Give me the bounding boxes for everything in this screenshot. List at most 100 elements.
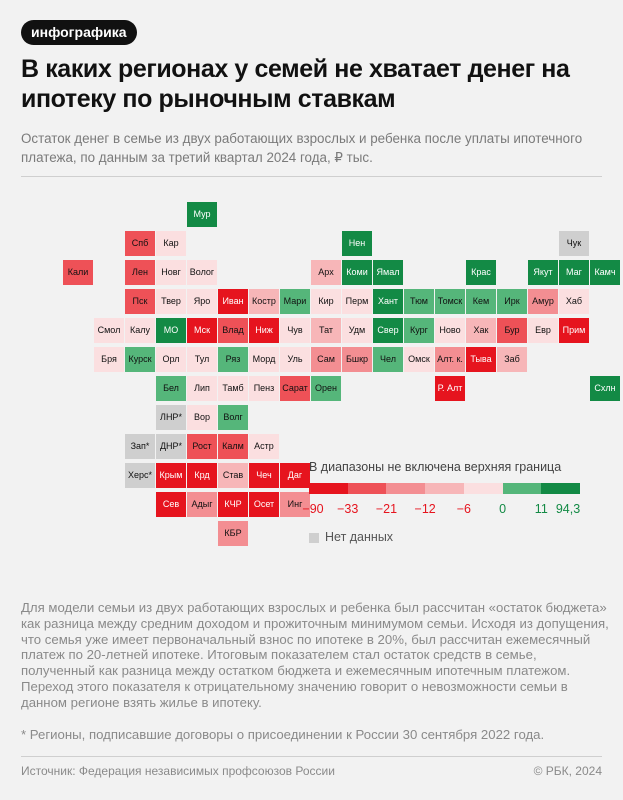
region-tile-map: Мур Спб Кар Нен Чук Кали Лен Новг Волог Арх Коми Ям… <box>63 202 620 546</box>
region-tile: Мари <box>280 289 310 314</box>
region-tile: Бел <box>156 376 186 401</box>
region-tile: Чеч <box>249 463 279 488</box>
region-tile: Хак <box>466 318 496 343</box>
region-tile: Тат <box>311 318 341 343</box>
footnote: * Регионы, подписавшие договоры о присое… <box>21 727 545 742</box>
region-tile: Кар <box>156 231 186 256</box>
legend-swatch <box>386 483 426 494</box>
bottom-divider <box>21 756 602 757</box>
region-tile: Кир <box>311 289 341 314</box>
region-tile: Крас <box>466 260 496 285</box>
region-tile: Став <box>218 463 248 488</box>
source-text: Источник: Федерация независимых профсоюз… <box>21 764 335 778</box>
region-tile: ДНР* <box>156 434 186 459</box>
region-tile: Хант <box>373 289 403 314</box>
region-tile: Нен <box>342 231 372 256</box>
region-tile: Ряз <box>218 347 248 372</box>
region-tile: Спб <box>125 231 155 256</box>
legend-swatch <box>463 483 504 494</box>
legend-tick-label: −21 <box>375 502 398 516</box>
region-tile: Свер <box>373 318 403 343</box>
region-tile: Осет <box>249 492 279 517</box>
legend-tick-label: 94,3 <box>555 502 581 516</box>
region-tile: Кург <box>404 318 434 343</box>
region-tile: Чув <box>280 318 310 343</box>
region-tile: Херс* <box>125 463 155 488</box>
region-tile: Тамб <box>218 376 248 401</box>
region-tile: Костр <box>249 289 279 314</box>
top-divider <box>21 176 602 177</box>
legend-tick-label: −33 <box>337 502 359 516</box>
region-tile: Морд <box>249 347 279 372</box>
legend-title: В диапазоны не включена верхняя граница <box>309 460 562 474</box>
region-tile: Заб <box>497 347 527 372</box>
legend-tick-label: 0 <box>499 502 507 516</box>
region-tile: Зап* <box>125 434 155 459</box>
region-tile: Смол <box>94 318 124 343</box>
region-tile: Волг <box>218 405 248 430</box>
region-tile: Прим <box>559 318 589 343</box>
page-subtitle: Остаток денег в семье из двух работающих… <box>21 131 583 165</box>
legend-tick-label: 11 <box>534 502 548 516</box>
legend-tick-label: −90 <box>302 502 324 516</box>
region-tile: Пенз <box>249 376 279 401</box>
page-title: В каких регионах у семей не хватает дене… <box>21 55 570 113</box>
legend-swatch <box>347 483 387 494</box>
region-tile: Омск <box>404 347 434 372</box>
region-tile: Маг <box>559 260 589 285</box>
region-tile: МО <box>156 318 186 343</box>
legend-color-bar <box>309 483 581 494</box>
region-tile: Евр <box>528 318 558 343</box>
region-tile: Яро <box>187 289 217 314</box>
region-tile: Амур <box>528 289 558 314</box>
region-tile: Вор <box>187 405 217 430</box>
region-tile: Тыва <box>466 347 496 372</box>
region-tile: Сам <box>311 347 341 372</box>
legend-tick-label: −12 <box>414 502 436 516</box>
no-data-swatch <box>309 533 319 543</box>
region-tile: Кали <box>63 260 93 285</box>
region-tile: Арх <box>311 260 341 285</box>
region-tile: Бря <box>94 347 124 372</box>
region-tile: Р. Алт <box>435 376 465 401</box>
region-tile: Камч <box>590 260 620 285</box>
region-tile: Якут <box>528 260 558 285</box>
region-tile: Ямал <box>373 260 403 285</box>
region-tile: Лен <box>125 260 155 285</box>
region-tile: Волог <box>187 260 217 285</box>
region-tile: Крым <box>156 463 186 488</box>
region-tile: Даг <box>280 463 310 488</box>
region-tile: Ирк <box>497 289 527 314</box>
region-tile: Рост <box>187 434 217 459</box>
methodology-text: Для модели семьи из двух работающих взро… <box>21 600 609 710</box>
legend-swatch <box>309 483 349 494</box>
region-tile: Тул <box>187 347 217 372</box>
no-data-label: Нет данных <box>325 530 394 544</box>
region-tile: КЧР <box>218 492 248 517</box>
region-tile: Новг <box>156 260 186 285</box>
region-tile: Сарат <box>280 376 310 401</box>
region-tile: Астр <box>249 434 279 459</box>
region-tile: Ново <box>435 318 465 343</box>
region-tile: КБР <box>218 521 248 546</box>
region-tile: Адыг <box>187 492 217 517</box>
infographic-badge: инфографика <box>21 20 137 45</box>
region-tile: Хаб <box>559 289 589 314</box>
region-tile: Иван <box>218 289 248 314</box>
region-tile: Твер <box>156 289 186 314</box>
region-tile: Чел <box>373 347 403 372</box>
region-tile: Бур <box>497 318 527 343</box>
region-tile: Алт. к. <box>435 347 465 372</box>
region-tile: Орен <box>311 376 341 401</box>
region-tile: Удм <box>342 318 372 343</box>
legend-swatch <box>425 483 465 494</box>
region-tile: Чук <box>559 231 589 256</box>
region-tile: Перм <box>342 289 372 314</box>
legend-swatch <box>502 483 542 494</box>
region-tile: Ниж <box>249 318 279 343</box>
region-tile: Бшкр <box>342 347 372 372</box>
region-tile: Инг <box>280 492 310 517</box>
region-tile: Калм <box>218 434 248 459</box>
region-tile: Орл <box>156 347 186 372</box>
region-tile: Влад <box>218 318 248 343</box>
